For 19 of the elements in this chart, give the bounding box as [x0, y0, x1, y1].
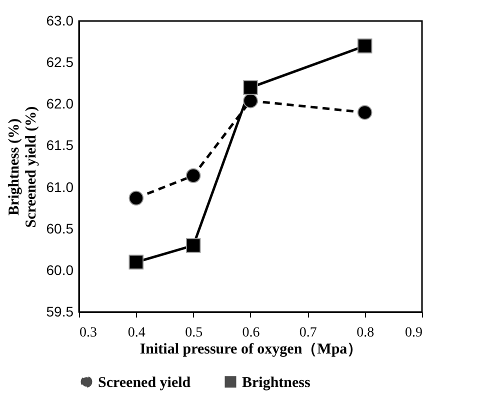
legend-label: Brightness: [242, 374, 311, 391]
x-tick-label: 0.9: [405, 326, 422, 340]
legend-label: Screened yield: [98, 374, 192, 391]
x-tick-label: 0.4: [128, 326, 146, 340]
x-tick-label: 0.8: [356, 326, 374, 340]
x-tick-label: 0.5: [185, 326, 203, 340]
y-tick-label: 62.0: [46, 96, 74, 112]
y-tick-label: 61.0: [46, 178, 74, 195]
y-tick-label: 62.5: [46, 54, 74, 70]
y-tick-label: 60.5: [46, 220, 74, 236]
x-tick-label: 0.7: [299, 326, 317, 340]
y-tick-label: 60.0: [46, 262, 74, 278]
y-tick-label: 63.0: [46, 12, 74, 28]
y-axis-title: Brightness (%) Screened yield (%): [6, 106, 40, 228]
y-tick-label: 59.5: [46, 304, 74, 320]
x-tick-label: 0.3: [80, 326, 97, 340]
y-tick-label: 61.5: [46, 137, 74, 154]
x-axis-title: Initial pressure of oxygen（Mpa）: [140, 342, 362, 358]
x-tick-label: 0.6: [242, 326, 260, 340]
